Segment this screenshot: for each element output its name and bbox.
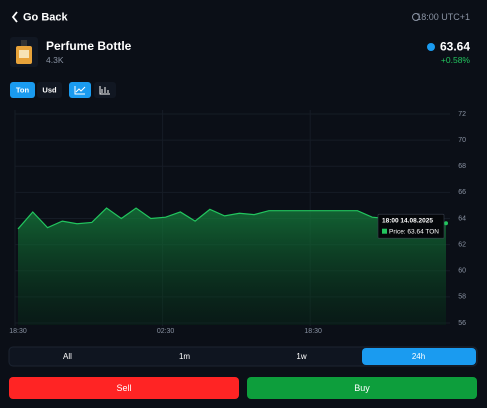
chevron-icon xyxy=(11,11,18,23)
range-active xyxy=(362,348,476,365)
item-count: 4.3K xyxy=(46,55,64,65)
currency-ton-button[interactable]: Ton xyxy=(10,82,35,98)
action-label: Buy xyxy=(354,383,370,393)
bar-chart-button[interactable] xyxy=(94,82,116,98)
price-area xyxy=(18,208,446,325)
price: 63.64 xyxy=(440,40,470,54)
y-tick-label: 62 xyxy=(458,241,466,248)
y-tick-label: 70 xyxy=(458,137,466,144)
line-chart-button[interactable] xyxy=(69,82,91,98)
action-bg xyxy=(247,377,477,399)
tooltip-text: Price: 63.64 TON xyxy=(389,228,439,235)
currency-usd-button[interactable]: Usd xyxy=(37,82,62,98)
y-tick-label: 68 xyxy=(458,163,466,170)
range-button[interactable]: All xyxy=(63,352,72,361)
y-tick-label: 56 xyxy=(458,320,466,327)
clock-icon xyxy=(412,13,420,21)
item-icon xyxy=(10,37,38,67)
time: 18:00 UTC+1 xyxy=(416,12,470,22)
tooltip-swatch xyxy=(382,228,387,234)
controls: All 1m 1w 24h Sell Buy xyxy=(8,346,478,399)
chart: 56 58 60 62 64 66 68 70 72 18:30 02:30 18:30 18:00 1… xyxy=(9,110,466,335)
action-button[interactable]: Buy xyxy=(247,377,477,399)
y-tick-label: 66 xyxy=(458,189,466,196)
x-tick-label: 02:30 xyxy=(157,328,175,335)
price-line xyxy=(17,207,447,230)
action-button[interactable]: Sell xyxy=(9,377,239,399)
range-label: All xyxy=(63,352,72,361)
range-button[interactable]: 24h xyxy=(362,348,476,365)
range-label: 24h xyxy=(412,352,425,361)
x-tick-label: 18:30 xyxy=(304,328,322,335)
item-name: Perfume Bottle xyxy=(46,39,132,53)
range-label: 1m xyxy=(179,352,190,361)
action-bg xyxy=(9,377,239,399)
y-tick-label: 60 xyxy=(458,268,466,275)
y-tick-label: 64 xyxy=(458,215,466,222)
currency-label: Usd xyxy=(42,85,57,94)
range-button[interactable]: 1w xyxy=(296,352,306,361)
ton-icon xyxy=(427,43,435,51)
y-tick-label: 72 xyxy=(458,111,466,118)
range-label: 1w xyxy=(296,352,306,361)
last-point xyxy=(444,221,448,226)
currency-label: Ton xyxy=(16,85,30,94)
y-tick-label: 58 xyxy=(458,294,466,301)
range-button[interactable]: 1m xyxy=(179,352,190,361)
tooltip-box xyxy=(377,213,445,239)
back-button[interactable]: Go Back xyxy=(11,11,69,23)
price-change: +0.58% xyxy=(441,55,471,65)
back-label: Go Back xyxy=(23,11,69,23)
range-bar xyxy=(8,346,478,367)
x-tick-label: 18:30 xyxy=(9,328,27,335)
tooltip-title: 18:00 14.08.2025 xyxy=(382,217,433,224)
action-label: Sell xyxy=(116,383,131,393)
